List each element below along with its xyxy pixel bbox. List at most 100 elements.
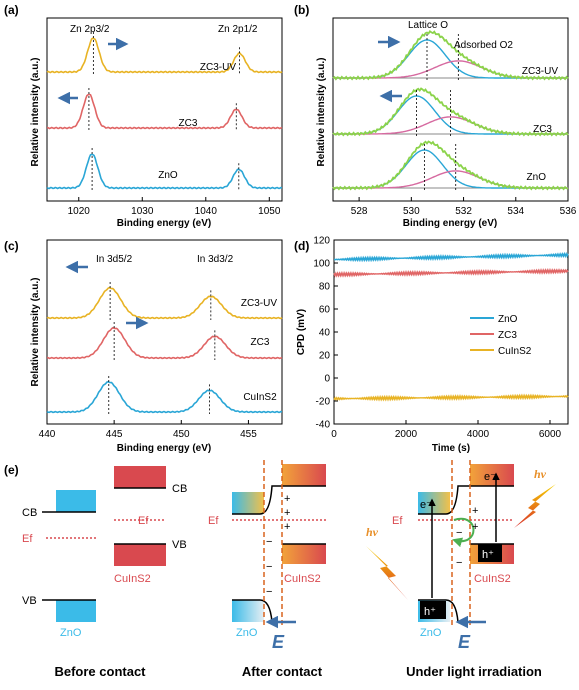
panel-b-ylabel: Relative intensity (a.u.)	[316, 58, 327, 167]
vb-label-right: VB	[172, 539, 187, 551]
after-zno-cb-block	[232, 492, 264, 514]
y-tick-label: 60	[319, 305, 331, 316]
after-cis-cb-block	[282, 464, 326, 486]
zno-label-light: ZnO	[420, 627, 442, 639]
panel-c-peak-label-1: In 3d5/2	[96, 254, 133, 265]
panel-a-peak-label-1: Zn 2p3/2	[70, 24, 110, 35]
legend-label-zno: ZnO	[498, 314, 518, 325]
spectrum-ZnO	[46, 153, 283, 190]
cis-label-after: CuInS2	[284, 573, 321, 585]
after-cb-band	[232, 485, 326, 515]
x-tick-label: 445	[106, 429, 123, 440]
hv-label-right: hν	[534, 467, 547, 481]
panel-a-letter: (a)	[4, 3, 19, 17]
panel-c-series-label-3: CuInS2	[243, 392, 277, 403]
x-tick-label: 1050	[258, 206, 281, 217]
y-tick-label: 20	[319, 351, 331, 362]
light-electron-cis: e⁻	[484, 471, 496, 483]
x-tick-label: 2000	[395, 429, 418, 440]
x-tick-label: 1030	[131, 206, 154, 217]
panel-a-curves	[46, 32, 283, 190]
panel-c-series-label-1: ZC3-UV	[241, 298, 277, 309]
fit-envelope-ZC3	[332, 87, 569, 137]
panel-d-curves	[333, 251, 569, 402]
y-tick-label: 80	[319, 282, 331, 293]
after-zno-vb-block	[232, 600, 264, 622]
lightning-bolt-right-icon	[514, 484, 556, 528]
panel-a-series-label-1: ZC3-UV	[200, 62, 236, 73]
x-tick-label: 536	[560, 206, 577, 217]
x-tick-label: 1020	[68, 206, 91, 217]
light-plus-1: +	[472, 505, 478, 517]
y-tick-label: 40	[319, 328, 331, 339]
x-tick-label: 4000	[467, 429, 490, 440]
panel-c: (c) Relative intensity (a.u.) 440 445 450 4…	[4, 239, 283, 454]
legend-label-zc3: ZC3	[498, 330, 517, 341]
panel-a-series-label-2: ZC3	[179, 118, 198, 129]
x-tick-label: 450	[173, 429, 190, 440]
light-cis-cb-block	[470, 464, 514, 486]
spectrum-CuInS2	[46, 380, 283, 414]
minus-3: −	[266, 586, 272, 598]
cis-cb-block	[114, 466, 166, 488]
panel-a-series-label-3: ZnO	[158, 170, 178, 181]
cis-vb-block	[114, 544, 166, 566]
x-tick-label: 6000	[539, 429, 562, 440]
panel-d-legend: ZnO ZC3 CuInS2	[470, 314, 532, 357]
spectrum-ZC3	[46, 326, 283, 360]
caption-light-irradiation: Under light irradiation	[406, 664, 542, 679]
plus-2: +	[284, 507, 290, 519]
panel-c-ylabel: Relative intensity (a.u.)	[30, 278, 41, 387]
ef-label-cis: Ef	[138, 515, 149, 527]
y-tick-label: 100	[313, 259, 330, 270]
spectrum-ZC3-UV	[46, 286, 283, 320]
panel-b-series-label-2: ZC3	[533, 124, 552, 135]
panel-c-ticks: 440 445 450 455	[39, 420, 257, 440]
y-tick-label: 0	[324, 374, 330, 385]
panel-d-ylabel: CPD (mV)	[296, 309, 307, 355]
panel-a: (a) Relative intensity (a.u.) 1020 1030 10…	[4, 3, 283, 229]
panel-e: (e) CB Ef VB ZnO CB Ef VB CuInS2	[4, 460, 556, 679]
panel-c-curves	[46, 282, 283, 414]
light-hole-box-cis	[478, 544, 502, 562]
x-tick-label: 440	[39, 429, 56, 440]
panel-c-letter: (c)	[4, 239, 19, 253]
panel-c-series-label-2: ZC3	[251, 337, 270, 348]
x-tick-label: 530	[403, 206, 420, 217]
spectrum-ZC3	[46, 93, 283, 130]
y-tick-label: 120	[313, 236, 330, 247]
x-tick-label: 455	[240, 429, 257, 440]
panel-b-frame	[332, 17, 569, 202]
light-hole-cis: h⁺	[482, 549, 494, 561]
cpd-series-ZC3	[333, 267, 569, 278]
panel-b-series-label-1: ZC3-UV	[522, 66, 558, 77]
zno-vb-block	[56, 600, 96, 622]
panel-a-xlabel: Binding energy (eV)	[117, 218, 211, 229]
vb-label-left: VB	[22, 595, 37, 607]
spectrum-ZC3-UV	[46, 37, 283, 74]
zno-label-after: ZnO	[236, 627, 258, 639]
light-plus-2: +	[472, 521, 478, 533]
zno-cb-block	[56, 490, 96, 512]
light-cb-band	[418, 485, 514, 515]
after-field-label: E	[272, 632, 285, 652]
cb-label-right: CB	[172, 483, 187, 495]
cis-label-light: CuInS2	[474, 573, 511, 585]
y-tick-label: -40	[316, 420, 331, 431]
panel-b-peak-label-2: Adsorbed O2	[454, 40, 513, 51]
x-tick-label: 528	[351, 206, 368, 217]
panel-d-xlabel: Time (s)	[432, 443, 470, 454]
minus-2: −	[266, 561, 272, 573]
before-contact-diagram: CB Ef VB ZnO CB Ef VB CuInS2	[22, 466, 187, 639]
after-cis-vb-block	[282, 544, 326, 564]
panel-a-ylabel: Relative intensity (a.u.)	[30, 58, 41, 167]
ef-label-zno: Ef	[22, 533, 33, 545]
x-tick-label: 532	[455, 206, 472, 217]
x-tick-label: 1040	[195, 206, 218, 217]
x-tick-label: 534	[507, 206, 524, 217]
panel-b-peak-label-1: Lattice O	[408, 20, 448, 31]
fit-envelope-ZC3-UV	[332, 29, 569, 81]
panel-e-letter: (e)	[4, 463, 19, 477]
